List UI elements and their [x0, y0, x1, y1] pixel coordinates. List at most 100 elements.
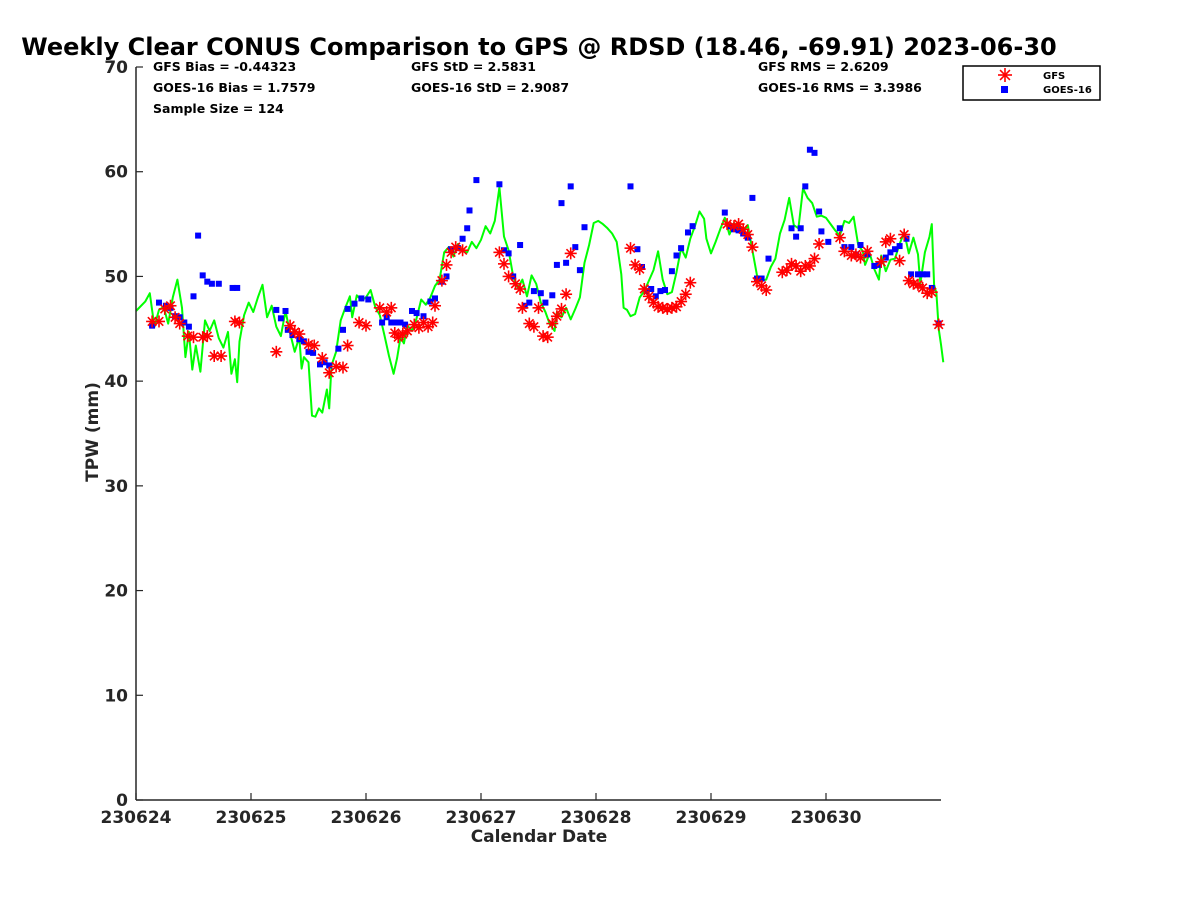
- gfs-point: [502, 270, 515, 283]
- goes-point: [517, 242, 524, 249]
- gfs-point-stroke: [747, 242, 758, 252]
- x-tick-label: 230626: [331, 808, 402, 828]
- gfs-point: [746, 241, 759, 254]
- goes-point: [326, 362, 333, 369]
- goes-point: [765, 255, 772, 262]
- goes-point: [156, 299, 162, 306]
- gfs-point: [270, 345, 283, 358]
- goes-point: [924, 271, 931, 278]
- goes-point: [848, 244, 855, 251]
- gfs-point-stroke: [756, 281, 767, 291]
- gfs-point: [498, 257, 510, 270]
- goes-point: [797, 225, 804, 232]
- gfs-point-stroke: [409, 319, 420, 330]
- y-axis-label: TPW (mm): [83, 382, 103, 482]
- goes-point: [317, 361, 323, 368]
- gfs-point-stroke: [147, 316, 157, 327]
- y-tick-label: 40: [104, 372, 128, 392]
- gfs-point: [341, 339, 354, 352]
- gfs-point-stroke: [809, 253, 820, 264]
- gfs-point: [233, 316, 246, 329]
- gfs-point: [560, 288, 573, 301]
- goes-point: [627, 183, 634, 190]
- sample-size-text: Sample Size = 124: [153, 101, 284, 116]
- goes-point: [321, 359, 328, 366]
- gfs-point-stroke: [565, 248, 576, 259]
- gfs-point-stroke: [209, 351, 220, 361]
- gfs-point: [201, 330, 214, 343]
- goes-point: [530, 288, 537, 295]
- gfs-point-stroke: [791, 261, 801, 271]
- gfs-point-stroke: [862, 246, 873, 257]
- goes-std-text: GOES-16 StD = 2.9087: [411, 80, 569, 95]
- goes-point: [466, 207, 473, 214]
- gfs-point-stroke: [437, 275, 447, 286]
- gfs-point-stroke: [441, 260, 452, 270]
- line-series: [135, 186, 945, 418]
- gfs-point: [884, 232, 897, 245]
- gfs-point: [684, 276, 697, 289]
- goes-point: [648, 285, 655, 292]
- gfs-point-stroke: [533, 303, 544, 313]
- gfs-point: [215, 350, 228, 363]
- goes-point: [788, 225, 795, 232]
- legend-goes-marker: [1001, 86, 1008, 93]
- goes-point: [896, 243, 903, 250]
- gfs-point: [760, 284, 773, 297]
- goes-point: [420, 313, 427, 320]
- gfs-point-stroke: [430, 300, 440, 311]
- goes-point: [652, 293, 659, 300]
- gfs-point-stroke: [752, 276, 762, 287]
- gfs-std-text: GFS StD = 2.5831: [411, 59, 536, 74]
- x-tick-label: 230630: [791, 808, 862, 828]
- gfs-point: [838, 245, 851, 258]
- goes-point: [871, 262, 878, 269]
- gfs-point-stroke: [374, 303, 385, 313]
- gfs-point-stroke: [289, 327, 300, 337]
- gfs-point: [555, 302, 568, 315]
- goes-point: [892, 246, 898, 253]
- gfs-point-stroke: [271, 347, 282, 357]
- gfs-point: [527, 320, 540, 333]
- gfs-point-stroke: [499, 259, 509, 269]
- goes-point: [397, 319, 404, 326]
- gfs-bias-text: GFS Bias = -0.44323: [153, 59, 296, 74]
- gfs-point-stroke: [685, 277, 696, 288]
- goes-point: [277, 315, 284, 322]
- gfs-point-stroke: [165, 300, 176, 311]
- gfs-point-stroke: [722, 219, 732, 229]
- gfs-point: [875, 255, 888, 268]
- gfs-point: [638, 282, 651, 295]
- goes-point: [576, 267, 583, 274]
- gfs-point: [893, 254, 906, 267]
- gfs-point: [373, 301, 386, 314]
- gfs-point: [284, 319, 297, 332]
- goes-point: [496, 181, 503, 188]
- goes-point: [558, 200, 565, 207]
- gfs-point-stroke: [733, 219, 744, 229]
- y-tick-label: 0: [116, 791, 128, 811]
- gfs-point-stroke: [653, 301, 663, 312]
- gfs-point-stroke: [782, 265, 792, 275]
- chart-title: Weekly Clear CONUS Comparison to GPS @ R…: [21, 33, 1057, 61]
- goes-point: [427, 298, 434, 305]
- y-tick-label: 50: [104, 267, 128, 287]
- goes-point: [505, 250, 512, 257]
- goes-bias-text: GOES-16 Bias = 1.7579: [153, 80, 315, 95]
- gfs-point: [514, 282, 527, 295]
- gfs-point: [642, 290, 655, 303]
- gfs-point-stroke: [386, 303, 397, 313]
- goes-point: [284, 326, 291, 333]
- gfs-point-stroke: [418, 317, 429, 328]
- gfs-point-stroke: [529, 321, 539, 332]
- goes-point: [657, 288, 664, 295]
- goes-point: [581, 224, 588, 231]
- goes-point: [689, 223, 696, 230]
- goes-point: [208, 280, 215, 287]
- gfs-point-stroke: [503, 271, 514, 282]
- gfs-point-stroke: [427, 317, 438, 328]
- gfs-point-stroke: [680, 289, 691, 300]
- gfs-point-stroke: [170, 312, 180, 323]
- gfs-point-stroke: [561, 289, 571, 300]
